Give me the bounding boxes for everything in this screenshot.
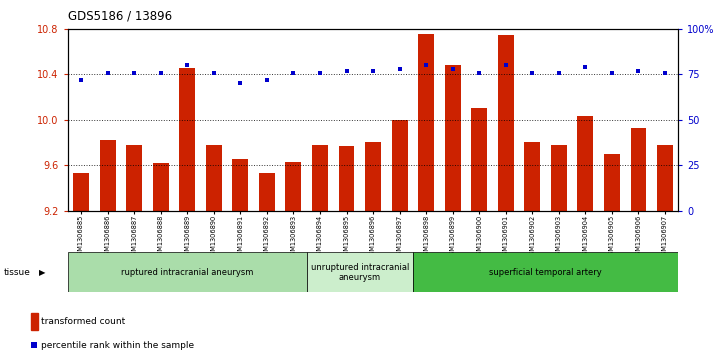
Bar bbox=[445, 65, 461, 211]
Bar bbox=[100, 140, 116, 211]
Bar bbox=[206, 145, 222, 211]
Bar bbox=[153, 163, 169, 211]
Point bbox=[288, 70, 299, 76]
Point bbox=[473, 70, 485, 76]
Point bbox=[580, 64, 591, 70]
Bar bbox=[630, 128, 646, 211]
Point bbox=[500, 62, 511, 68]
Point bbox=[341, 68, 352, 74]
Bar bbox=[68, 252, 307, 292]
Point bbox=[633, 68, 644, 74]
Text: tissue: tissue bbox=[4, 269, 31, 277]
Point bbox=[527, 70, 538, 76]
Bar bbox=[365, 142, 381, 211]
Point bbox=[367, 68, 378, 74]
Point bbox=[606, 70, 618, 76]
Bar bbox=[604, 154, 620, 211]
Point bbox=[659, 70, 670, 76]
Point bbox=[76, 77, 87, 83]
Bar bbox=[471, 109, 487, 211]
Bar bbox=[312, 145, 328, 211]
Bar bbox=[657, 145, 673, 211]
Point bbox=[102, 70, 114, 76]
Point bbox=[235, 81, 246, 86]
Point bbox=[261, 77, 273, 83]
Bar bbox=[286, 162, 301, 211]
Point bbox=[208, 70, 219, 76]
Bar bbox=[578, 117, 593, 211]
Bar bbox=[31, 313, 39, 330]
Bar bbox=[307, 252, 413, 292]
Point bbox=[181, 62, 193, 68]
Text: GDS5186 / 13896: GDS5186 / 13896 bbox=[68, 9, 172, 22]
Point bbox=[447, 66, 458, 72]
Bar bbox=[338, 146, 354, 211]
Bar bbox=[126, 145, 142, 211]
Bar bbox=[232, 159, 248, 211]
Text: superficial temporal artery: superficial temporal artery bbox=[489, 268, 602, 277]
Bar bbox=[551, 145, 567, 211]
Text: unruptured intracranial
aneurysm: unruptured intracranial aneurysm bbox=[311, 262, 409, 282]
Point bbox=[421, 62, 432, 68]
Bar bbox=[392, 120, 408, 211]
Point bbox=[29, 342, 40, 348]
Text: transformed count: transformed count bbox=[41, 317, 126, 326]
Point bbox=[314, 70, 326, 76]
Bar bbox=[418, 34, 434, 211]
Text: ruptured intracranial aneurysm: ruptured intracranial aneurysm bbox=[121, 268, 253, 277]
Bar bbox=[73, 173, 89, 211]
Bar bbox=[524, 142, 540, 211]
Bar bbox=[259, 173, 275, 211]
Point bbox=[129, 70, 140, 76]
Bar bbox=[179, 68, 195, 211]
Bar bbox=[413, 252, 678, 292]
Text: ▶: ▶ bbox=[39, 269, 46, 277]
Bar bbox=[498, 35, 514, 211]
Point bbox=[394, 66, 406, 72]
Point bbox=[553, 70, 565, 76]
Point bbox=[155, 70, 166, 76]
Text: percentile rank within the sample: percentile rank within the sample bbox=[41, 341, 194, 350]
